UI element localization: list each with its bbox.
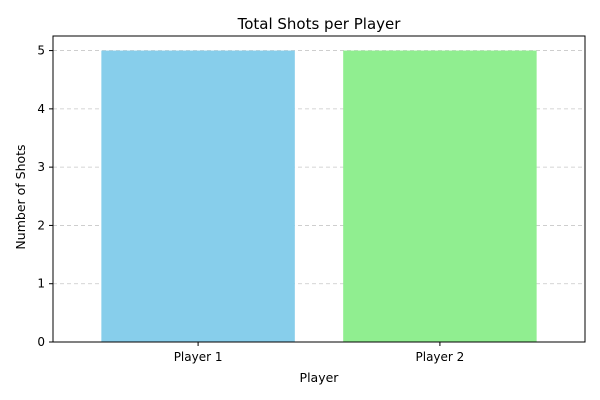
y-tick-label-0: 0 <box>37 335 45 349</box>
y-tick-label-2: 2 <box>37 218 45 232</box>
y-tick-label-1: 1 <box>37 277 45 291</box>
plot-frame <box>52 35 586 343</box>
bar-player-2 <box>343 50 537 342</box>
y-tick-label-5: 5 <box>37 44 45 58</box>
y-tick-label-4: 4 <box>37 102 45 116</box>
y-axis-label: Number of Shots <box>13 144 28 249</box>
bar-player-1 <box>101 50 295 342</box>
x-ticks: Player 1 Player 2 <box>174 342 465 364</box>
chart-title: Total Shots per Player <box>237 15 402 33</box>
x-tick-label-2: Player 2 <box>416 350 465 364</box>
y-ticks: 0 1 2 3 4 5 <box>37 44 53 349</box>
x-axis-label: Player <box>300 370 340 385</box>
y-tick-label-3: 3 <box>37 160 45 174</box>
bars <box>101 50 537 342</box>
x-tick-label-1: Player 1 <box>174 350 223 364</box>
